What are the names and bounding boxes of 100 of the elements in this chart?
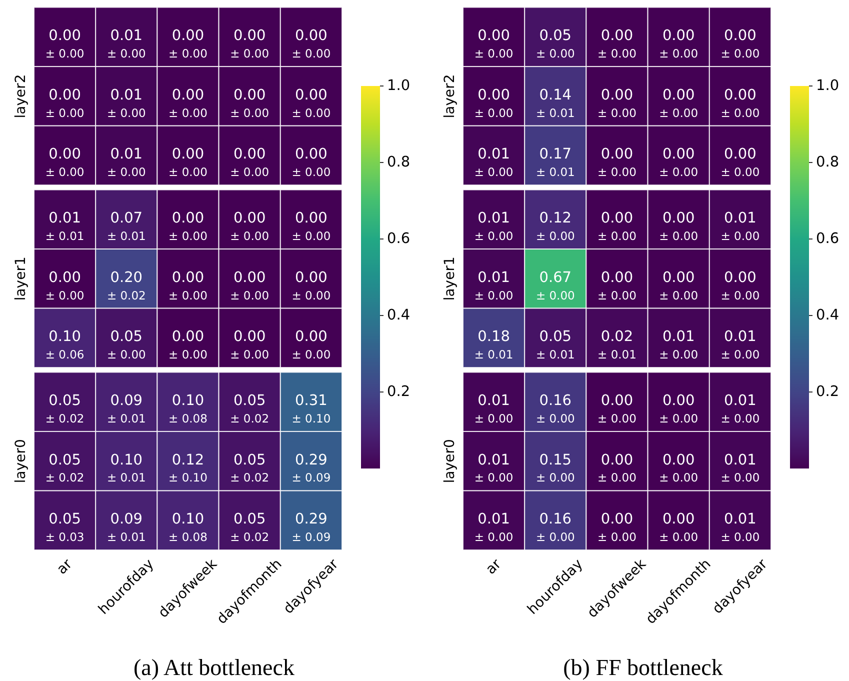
data-label: 0.10 ± 0.08	[168, 393, 208, 426]
data-label: 0.00 ± 0.00	[659, 512, 698, 544]
color-bar-label: 0.8	[387, 154, 410, 170]
data-label: 0.00 ± 0.00	[230, 28, 270, 61]
color-bar-label: 1.0	[387, 78, 410, 94]
data-label: 0.05 ± 0.00	[106, 329, 146, 362]
data-label: 0.00 ± 0.00	[659, 87, 698, 120]
data-label: 0.09 ± 0.01	[106, 512, 146, 544]
data-label: 0.00 ± 0.00	[474, 87, 514, 120]
data-label: 0.05 ± 0.02	[230, 393, 270, 426]
data-label: 0.01 ± 0.00	[474, 270, 514, 302]
data-label: 0.14 ± 0.01	[536, 87, 575, 120]
data-label: 0.05 ± 0.02	[45, 452, 84, 485]
data-label: 0.00 ± 0.00	[598, 512, 636, 544]
data-label: 0.00 ± 0.00	[598, 452, 636, 485]
data-label: 0.01 ± 0.00	[106, 146, 146, 180]
color-bar-label: 0.8	[816, 154, 840, 170]
data-label: 0.00 ± 0.00	[598, 146, 636, 180]
color-bar-label: 0.6	[816, 231, 840, 247]
x-tick-label: ar	[54, 556, 76, 578]
data-label: 0.00 ± 0.00	[230, 87, 270, 120]
data-label: 0.01 ± 0.00	[474, 210, 514, 243]
y-tick-label: layer1	[442, 256, 458, 301]
data-label: 0.00 ± 0.00	[230, 210, 270, 243]
data-label: 0.00 ± 0.00	[292, 87, 331, 120]
data-label: 0.01 ± 0.00	[474, 393, 514, 426]
data-label: 0.00 ± 0.00	[230, 270, 270, 302]
data-label: 0.01 ± 0.00	[720, 452, 760, 485]
data-label: 0.00 ± 0.00	[720, 146, 760, 180]
data-label: 0.00 ± 0.00	[292, 270, 331, 302]
data-label: 0.10 ± 0.08	[168, 512, 208, 544]
data-label: 0.29 ± 0.09	[292, 512, 331, 544]
data-label: 0.67 ± 0.00	[536, 270, 575, 302]
data-label: 0.01 ± 0.00	[106, 87, 146, 120]
color-bar-label: 0.2	[387, 384, 410, 400]
data-label: 0.00 ± 0.00	[292, 28, 331, 61]
data-label: 0.12 ± 0.10	[168, 452, 208, 485]
data-label: 0.01 ± 0.00	[720, 393, 760, 426]
data-label: 0.00 ± 0.00	[168, 329, 208, 362]
y-tick-label: layer2	[13, 74, 29, 118]
data-label: 0.01 ± 0.00	[474, 146, 514, 180]
data-label: 0.00 ± 0.00	[45, 28, 84, 61]
color-bar-label: 0.4	[816, 308, 840, 324]
data-label: 0.00 ± 0.00	[168, 28, 208, 61]
data-label: 0.00 ± 0.00	[168, 210, 208, 243]
data-label: 0.00 ± 0.00	[720, 270, 760, 302]
data-label: 0.05 ± 0.01	[536, 329, 575, 362]
data-label: 0.09 ± 0.01	[106, 393, 146, 426]
data-label: 0.00 ± 0.00	[720, 28, 760, 61]
color-bar-label: 1.0	[816, 78, 840, 94]
data-label: 0.00 ± 0.00	[292, 210, 331, 243]
data-label: 0.17 ± 0.01	[536, 146, 575, 180]
y-tick-label: layer0	[442, 439, 458, 484]
data-label: 0.05 ± 0.02	[45, 393, 84, 426]
data-label: 0.01 ± 0.00	[106, 28, 146, 61]
data-label: 0.16 ± 0.00	[536, 512, 575, 544]
data-label: 0.00 ± 0.00	[292, 329, 331, 362]
data-label: 0.10 ± 0.06	[45, 329, 84, 362]
data-label: 0.02 ± 0.01	[598, 329, 636, 362]
data-label: 0.00 ± 0.00	[168, 87, 208, 120]
data-label: 0.00 ± 0.00	[598, 28, 636, 61]
data-label: 0.01 ± 0.00	[474, 452, 514, 485]
data-label: 0.00 ± 0.00	[230, 329, 270, 362]
data-label: 0.01 ± 0.00	[720, 210, 760, 243]
data-label: 0.00 ± 0.00	[598, 270, 636, 302]
data-label: 0.15 ± 0.00	[536, 452, 575, 485]
data-label: 0.05 ± 0.02	[230, 512, 270, 544]
data-label: 0.00 ± 0.00	[230, 146, 270, 180]
text: (b) FF bottleneck	[563, 655, 724, 680]
data-label: 0.10 ± 0.01	[106, 452, 146, 485]
data-label: 0.00 ± 0.00	[659, 270, 698, 302]
data-label: 0.01 ± 0.00	[720, 512, 760, 544]
y-tick-label: layer2	[442, 74, 458, 118]
data-label: 0.05 ± 0.02	[230, 452, 270, 485]
data-label: 0.05 ± 0.03	[45, 512, 84, 544]
color-bar-label: 0.2	[816, 384, 840, 400]
data-label: 0.16 ± 0.00	[536, 393, 575, 426]
data-label: 0.18 ± 0.01	[474, 329, 514, 362]
data-label: 0.05 ± 0.00	[536, 28, 575, 61]
data-label: 0.00 ± 0.00	[659, 452, 698, 485]
data-label: 0.00 ± 0.00	[168, 270, 208, 302]
data-label: 0.01 ± 0.01	[45, 210, 84, 243]
data-label: 0.01 ± 0.00	[720, 329, 760, 362]
data-label: 0.01 ± 0.00	[474, 512, 514, 544]
data-label: 0.00 ± 0.00	[168, 146, 208, 180]
x-tick-label: ar	[483, 556, 505, 578]
color-bar-label: 0.4	[387, 308, 410, 324]
data-label: 0.12 ± 0.00	[536, 210, 575, 243]
data-label: 0.00 ± 0.00	[598, 393, 636, 426]
data-label: 0.00 ± 0.00	[659, 146, 698, 180]
data-label: 0.00 ± 0.00	[598, 87, 636, 120]
data-label: 0.00 ± 0.00	[659, 393, 698, 426]
data-label: 0.00 ± 0.00	[659, 210, 698, 243]
data-label: 0.07 ± 0.01	[106, 210, 146, 243]
data-label: 0.20 ± 0.02	[106, 270, 146, 302]
y-tick-label: layer0	[13, 439, 29, 484]
color-bar-label: 0.6	[387, 231, 410, 247]
data-label: 0.00 ± 0.00	[45, 87, 84, 120]
text: (a) Att bottleneck	[134, 655, 295, 680]
data-label: 0.01 ± 0.00	[659, 329, 698, 362]
